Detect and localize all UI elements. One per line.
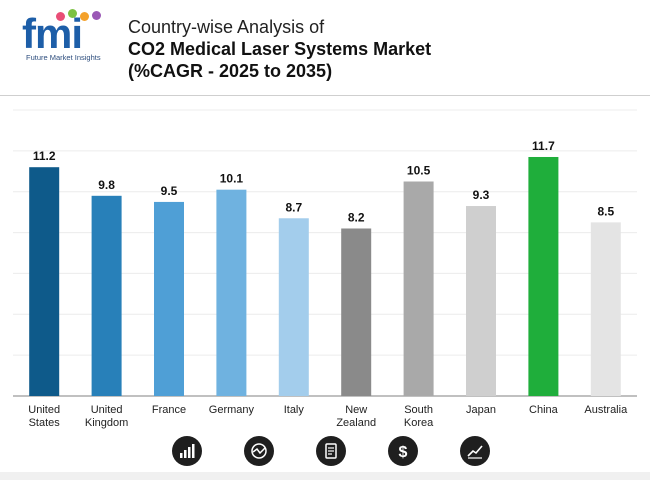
bar [216, 189, 247, 396]
data-label: 8.7 [285, 200, 302, 214]
category-tick-label: United States [28, 404, 60, 429]
logo-text: fmi [22, 10, 83, 57]
bar [91, 195, 122, 396]
category-tick-label: Germany [209, 404, 255, 416]
category-tick-label: Australia [584, 404, 628, 416]
data-label: 11.2 [33, 149, 56, 163]
data-label: 10.5 [407, 164, 431, 178]
svg-text:$: $ [399, 444, 408, 460]
logo-tagline: Future Market Insights [26, 53, 101, 62]
header: fmi Future Market Insights Country-wise … [0, 0, 650, 96]
category-tick-label: Italy [284, 404, 305, 416]
header-divider [0, 95, 650, 96]
category-tick-label: China [529, 404, 559, 416]
data-label: 11.7 [532, 139, 555, 153]
document-icon [316, 436, 346, 466]
trend-line-icon [460, 436, 490, 466]
category-tick-label: United Kingdom [85, 404, 128, 429]
category-tick-label: France [152, 404, 186, 416]
data-label: 9.3 [473, 188, 490, 202]
data-label: 8.5 [597, 204, 614, 218]
bar [29, 167, 60, 396]
bar-chart-icon [172, 436, 202, 466]
bar [590, 222, 621, 396]
chart-globe-icon [244, 436, 274, 466]
footer-band [0, 472, 650, 480]
category-tick-label: South Korea [404, 404, 434, 429]
bar [341, 228, 372, 396]
fmi-logo: fmi Future Market Insights [22, 9, 108, 64]
category-tick-label: Japan [466, 404, 496, 416]
chart-title-line1: Country-wise Analysis of [128, 17, 325, 37]
bar [278, 218, 309, 396]
bar-chart: 11.2 United States 9.8 United Kingdom 9.5 Franc… [13, 109, 637, 429]
data-label: 9.5 [161, 184, 178, 198]
chart-title-line2: CO2 Medical Laser Systems Market [128, 39, 432, 59]
category-tick-label: New Zealand [336, 404, 376, 429]
data-label: 8.2 [348, 210, 365, 224]
chart-title-line3: (%CAGR - 2025 to 2035) [128, 61, 333, 81]
footer-icons: $ [0, 432, 650, 472]
data-label: 9.8 [98, 178, 115, 192]
data-label: 10.1 [220, 172, 244, 186]
bar [403, 181, 434, 396]
dollar-icon: $ [388, 436, 418, 466]
bar [528, 156, 559, 396]
bar [154, 201, 184, 396]
bar [466, 206, 496, 396]
